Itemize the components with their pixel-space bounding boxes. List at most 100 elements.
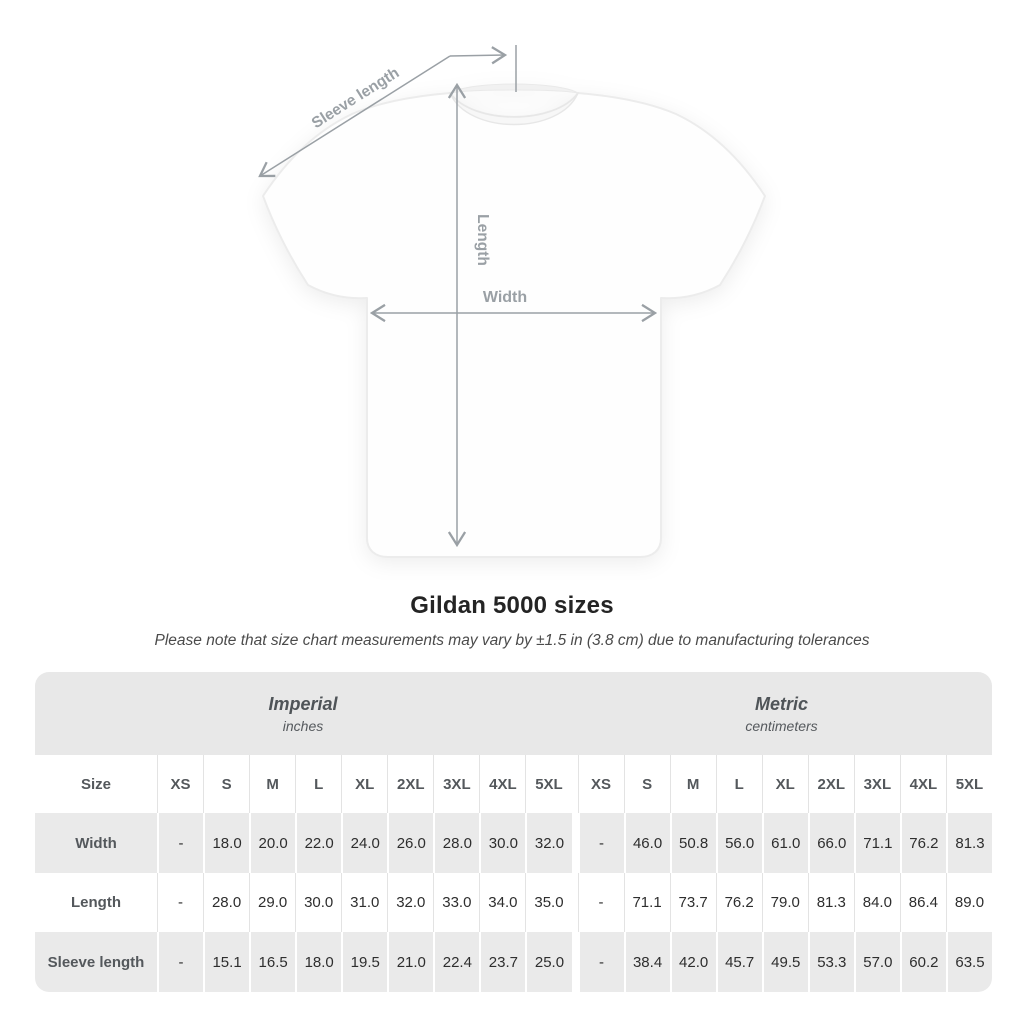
measurement-value-cell: 20.0	[249, 813, 296, 873]
measurement-value-cell: 45.7	[715, 932, 762, 992]
size-header-cell: 3XL	[853, 755, 900, 813]
measurement-value-cell: 76.2	[715, 873, 762, 932]
tshirt-collar-back	[449, 83, 579, 94]
measurement-value-cell: 25.0	[525, 932, 572, 992]
measurement-value-cell: 18.0	[295, 932, 342, 992]
measurement-row-label: Length	[35, 873, 157, 932]
size-header-cell: XL	[761, 755, 808, 813]
size-header-cell: 2XL	[807, 755, 854, 813]
metric-unit: centimeters	[745, 717, 818, 734]
measurement-value-cell: 56.0	[715, 813, 762, 873]
size-header-cell: 3XL	[433, 755, 480, 813]
metric-label: Metric	[754, 693, 808, 714]
sleeve-length-arrow-diagonal	[258, 55, 451, 178]
measurement-value-cell: -	[157, 932, 204, 992]
measurement-value-cell: 71.1	[853, 813, 900, 873]
measurement-value-cell: 57.0	[853, 932, 900, 992]
measurement-value-cell: 34.0	[479, 873, 526, 932]
measurement-value-cell: -	[157, 873, 204, 932]
measurement-value-cell: 18.0	[203, 813, 250, 873]
measurement-value-cell: 66.0	[807, 813, 854, 873]
size-header-cell: 5XL	[525, 755, 572, 813]
size-header-cell: L	[295, 755, 342, 813]
measurement-value-cell: 16.5	[249, 932, 296, 992]
measurement-value-cell: -	[577, 873, 624, 932]
measurement-value-cell: 24.0	[341, 813, 388, 873]
measurement-row-label: Sleeve length	[35, 932, 157, 992]
measurement-value-cell: 49.5	[761, 932, 808, 992]
tshirt-body	[262, 92, 766, 558]
measurement-value-cell: 22.4	[433, 932, 480, 992]
measurement-value-cell: -	[577, 932, 624, 992]
measurement-value-cell: 23.7	[479, 932, 526, 992]
group-gap	[571, 873, 578, 932]
measurement-value-cell: 73.7	[669, 873, 716, 932]
size-column-header: Size	[35, 755, 157, 813]
measurement-value-cell: 28.0	[433, 813, 480, 873]
sleeve-length-arrow-horizontal	[449, 46, 508, 65]
measurement-value-cell: 50.8	[669, 813, 716, 873]
measurement-value-cell: 61.0	[761, 813, 808, 873]
size-header-cell: S	[623, 755, 670, 813]
group-gap	[571, 813, 578, 873]
measurement-row: Width -18.0 20.0 22.0 24.0 26.0 28.0 30.0 32.0-4…	[35, 813, 992, 873]
measurement-value-cell: 15.1	[203, 932, 250, 992]
measurement-value-cell: 35.0	[525, 873, 572, 932]
measurement-value-cell: 63.5	[945, 932, 992, 992]
measurement-value-cell: 28.0	[203, 873, 250, 932]
group-gap	[571, 755, 578, 813]
size-header-cell: XS	[157, 755, 204, 813]
measurement-value-cell: 21.0	[387, 932, 434, 992]
measurement-value-cell: 60.2	[899, 932, 946, 992]
group-gap	[571, 932, 578, 992]
measurement-row-label: Width	[35, 813, 157, 873]
measurement-value-cell: 32.0	[525, 813, 572, 873]
imperial-group-header: Imperial inches	[35, 672, 571, 755]
measurement-value-cell: 76.2	[899, 813, 946, 873]
measurement-value-cell: 33.0	[433, 873, 480, 932]
measurement-value-cell: 84.0	[853, 873, 900, 932]
measurement-value-cell: 29.0	[249, 873, 296, 932]
size-header-cell: L	[715, 755, 762, 813]
size-header-cell: 4XL	[479, 755, 526, 813]
measurement-value-cell: 53.3	[807, 932, 854, 992]
metric-group-header: Metric centimeters	[571, 672, 992, 755]
measurement-value-cell: 30.0	[295, 873, 342, 932]
size-header-row: Size XS S M L XL 2XL 3XL 4XL 5XL XS S M L XL 2XL 3XL 4XL 5…	[35, 755, 992, 813]
measurement-value-cell: 86.4	[899, 873, 946, 932]
measurement-value-cell: 19.5	[341, 932, 388, 992]
measurement-value-cell: 81.3	[807, 873, 854, 932]
tshirt-illustration	[262, 83, 766, 558]
length-label: Length	[474, 214, 491, 266]
size-header-cell: XS	[577, 755, 624, 813]
measurement-value-cell: 81.3	[945, 813, 992, 873]
measurement-value-cell: 32.0	[387, 873, 434, 932]
measurement-value-cell: -	[577, 813, 624, 873]
measurement-value-cell: 30.0	[479, 813, 526, 873]
measurement-value-cell: 31.0	[341, 873, 388, 932]
imperial-label: Imperial	[268, 693, 338, 714]
imperial-unit: inches	[282, 717, 324, 734]
measurement-value-cell: 22.0	[295, 813, 342, 873]
size-header-cell: M	[249, 755, 296, 813]
page-title: Gildan 5000 sizes	[410, 592, 614, 619]
size-header-cell: S	[203, 755, 250, 813]
measurement-value-cell: 89.0	[945, 873, 992, 932]
measurement-value-cell: 26.0	[387, 813, 434, 873]
measurement-value-cell: 79.0	[761, 873, 808, 932]
units-band: Imperial inches Metric centimeters	[35, 672, 992, 755]
tolerance-note: Please note that size chart measurements…	[154, 632, 870, 649]
width-label: Width	[483, 289, 527, 306]
size-table: Imperial inches Metric centimeters Size X…	[35, 672, 992, 992]
measurement-value-cell: 71.1	[623, 873, 670, 932]
size-header-cell: XL	[341, 755, 388, 813]
measurement-value-cell: -	[157, 813, 204, 873]
measurement-row: Length -28.0 29.0 30.0 31.0 32.0 33.0 34.0 35.0-…	[35, 873, 992, 932]
size-header-cell: M	[669, 755, 716, 813]
tshirt-measurement-diagram: Sleeve length Length Width	[258, 45, 766, 558]
size-header-cell: 4XL	[899, 755, 946, 813]
measurement-value-cell: 38.4	[623, 932, 670, 992]
size-header-cell: 2XL	[387, 755, 434, 813]
measurement-value-cell: 46.0	[623, 813, 670, 873]
